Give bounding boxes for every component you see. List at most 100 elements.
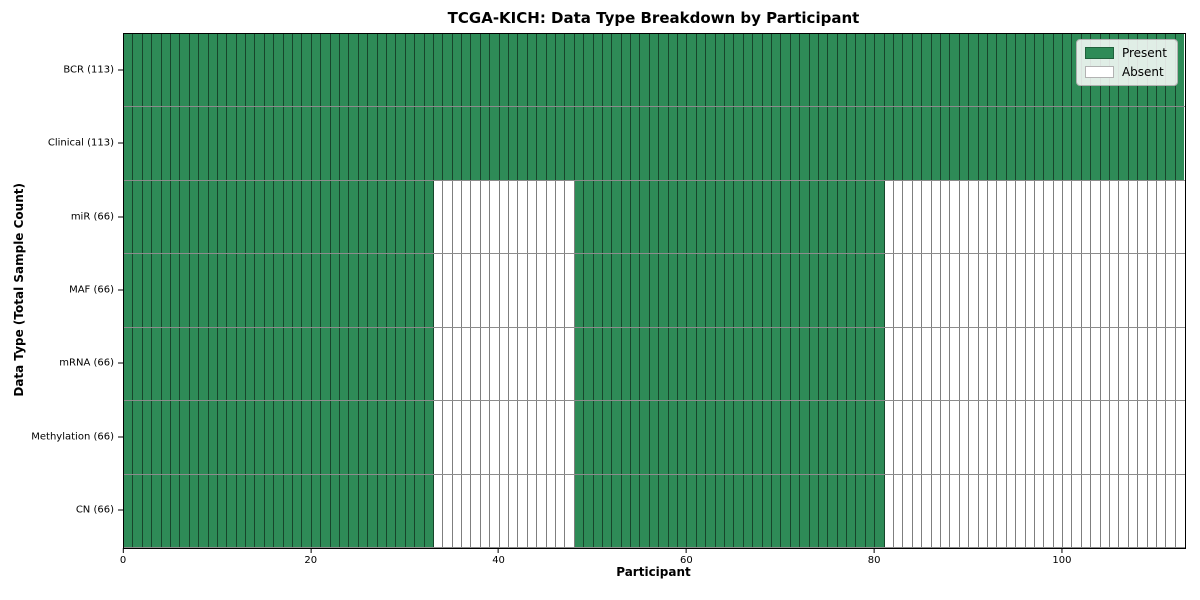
heatmap-cell-mir-17 (283, 180, 294, 254)
heatmap-cell-bcr-83 (903, 34, 913, 107)
heatmap-cell-mrna-71 (790, 327, 801, 401)
heatmap-cell-methylation-41 (509, 401, 519, 474)
heatmap-cell-clinical-96 (1025, 107, 1035, 180)
heatmap-cell-mir-28 (386, 180, 397, 254)
heatmap-cell-mrna-37 (471, 327, 481, 401)
heatmap-cell-mrna-19 (302, 327, 312, 401)
heatmap-cell-maf-13 (246, 254, 256, 327)
y-tick-label: BCR (113) (63, 64, 114, 76)
heatmap-cell-methylation-25 (358, 401, 369, 474)
heatmap-cell-cn-39 (490, 474, 500, 547)
heatmap-cell-cn-52 (612, 474, 622, 547)
heatmap-cell-cn-56 (649, 474, 660, 547)
heatmap-cell-mir-110 (1156, 180, 1167, 254)
heatmap-cell-mir-26 (368, 180, 378, 254)
heatmap-cell-bcr-55 (640, 34, 650, 107)
heatmap-cell-mrna-3 (152, 327, 162, 401)
heatmap-cell-mrna-45 (546, 327, 556, 401)
heatmap-cell-mir-107 (1128, 180, 1139, 254)
x-tick-80: 80 (868, 548, 881, 566)
heatmap-cell-cn-26 (368, 474, 378, 547)
heatmap-cell-cn-33 (433, 474, 444, 547)
heatmap-cell-methylation-23 (339, 401, 350, 474)
heatmap-cell-bcr-34 (443, 34, 453, 107)
heatmap-cell-maf-20 (311, 254, 322, 327)
heatmap-cell-cn-87 (940, 474, 951, 547)
heatmap-cell-cn-70 (781, 474, 791, 547)
heatmap-cell-clinical-36 (462, 107, 472, 180)
heatmap-cell-mrna-25 (358, 327, 369, 401)
heatmap-cell-cn-49 (584, 474, 594, 547)
y-tick-label: MAF (66) (69, 284, 114, 296)
heatmap-cell-mir-89 (959, 180, 970, 254)
heatmap-cell-maf-53 (621, 254, 632, 327)
heatmap-cell-maf-95 (1016, 254, 1026, 327)
heatmap-cell-maf-106 (1119, 254, 1129, 327)
heatmap-cell-mir-100 (1063, 180, 1073, 254)
heatmap-cell-mir-108 (1138, 180, 1148, 254)
y-tick-mrna: mRNA (66) (59, 358, 123, 369)
heatmap-cell-mrna-16 (274, 327, 284, 401)
heatmap-cell-maf-103 (1091, 254, 1101, 327)
heatmap-cell-cn-21 (321, 474, 331, 547)
heatmap-cell-bcr-45 (546, 34, 556, 107)
heatmap-cell-methylation-7 (189, 401, 200, 474)
heatmap-cell-clinical-54 (631, 107, 641, 180)
heatmap-cell-mrna-75 (828, 327, 838, 401)
heatmap-cell-cn-32 (424, 474, 434, 547)
heatmap-cell-mir-64 (725, 180, 735, 254)
heatmap-cell-cn-81 (884, 474, 895, 547)
heatmap-cell-bcr-11 (227, 34, 237, 107)
heatmap-cell-methylation-102 (1081, 401, 1092, 474)
heatmap-cell-bcr-15 (264, 34, 275, 107)
heatmap-cell-clinical-44 (537, 107, 547, 180)
heatmap-cell-bcr-31 (415, 34, 425, 107)
legend-entry-present: Present (1084, 46, 1167, 60)
heatmap-cell-clinical-80 (875, 107, 885, 180)
heatmap-cell-cn-88 (950, 474, 960, 547)
heatmap-cell-cn-66 (743, 474, 754, 547)
heatmap-cell-maf-47 (565, 254, 575, 327)
heatmap-cell-cn-90 (969, 474, 979, 547)
heatmap-cell-cn-11 (227, 474, 237, 547)
heatmap-cell-clinical-8 (199, 107, 209, 180)
heatmap-cell-bcr-75 (828, 34, 838, 107)
heatmap-cell-mrna-30 (405, 327, 416, 401)
heatmap-cell-mir-85 (922, 180, 932, 254)
heatmap-cell-maf-90 (969, 254, 979, 327)
heatmap-cell-mir-45 (546, 180, 556, 254)
heatmap-cell-clinical-29 (396, 107, 406, 180)
heatmap-cell-maf-55 (640, 254, 650, 327)
heatmap-cell-mrna-34 (443, 327, 453, 401)
heatmap-cell-mrna-31 (415, 327, 425, 401)
heatmap-cell-bcr-53 (621, 34, 632, 107)
heatmap-cell-maf-58 (668, 254, 679, 327)
heatmap-cell-mir-109 (1147, 180, 1157, 254)
heatmap-cell-mir-54 (631, 180, 641, 254)
heatmap-cell-clinical-2 (142, 107, 153, 180)
heatmap-cell-mir-15 (264, 180, 275, 254)
heatmap-cell-clinical-30 (405, 107, 416, 180)
heatmap-cell-clinical-66 (743, 107, 754, 180)
heatmap-cell-bcr-24 (349, 34, 359, 107)
heatmap-cell-methylation-101 (1072, 401, 1082, 474)
heatmap-cell-mrna-81 (884, 327, 895, 401)
heatmap-cell-maf-76 (837, 254, 848, 327)
heatmap-cell-mir-1 (133, 180, 143, 254)
heatmap-cell-mir-102 (1081, 180, 1092, 254)
heatmap-cell-mrna-79 (865, 327, 876, 401)
heatmap-cell-methylation-96 (1025, 401, 1035, 474)
heatmap-cell-clinical-35 (452, 107, 463, 180)
heatmap-cell-clinical-24 (349, 107, 359, 180)
heatmap-cell-mir-91 (978, 180, 988, 254)
heatmap-cell-mir-82 (894, 180, 904, 254)
heatmap-cell-clinical-58 (668, 107, 679, 180)
heatmap-cell-maf-85 (922, 254, 932, 327)
heatmap-cell-methylation-51 (602, 401, 613, 474)
heatmap-cell-bcr-8 (199, 34, 209, 107)
heatmap-cell-cn-101 (1072, 474, 1082, 547)
heatmap-cell-bcr-57 (659, 34, 669, 107)
heatmap-cell-bcr-95 (1016, 34, 1026, 107)
heatmap-cell-methylation-56 (649, 401, 660, 474)
heatmap-cell-maf-84 (912, 254, 923, 327)
